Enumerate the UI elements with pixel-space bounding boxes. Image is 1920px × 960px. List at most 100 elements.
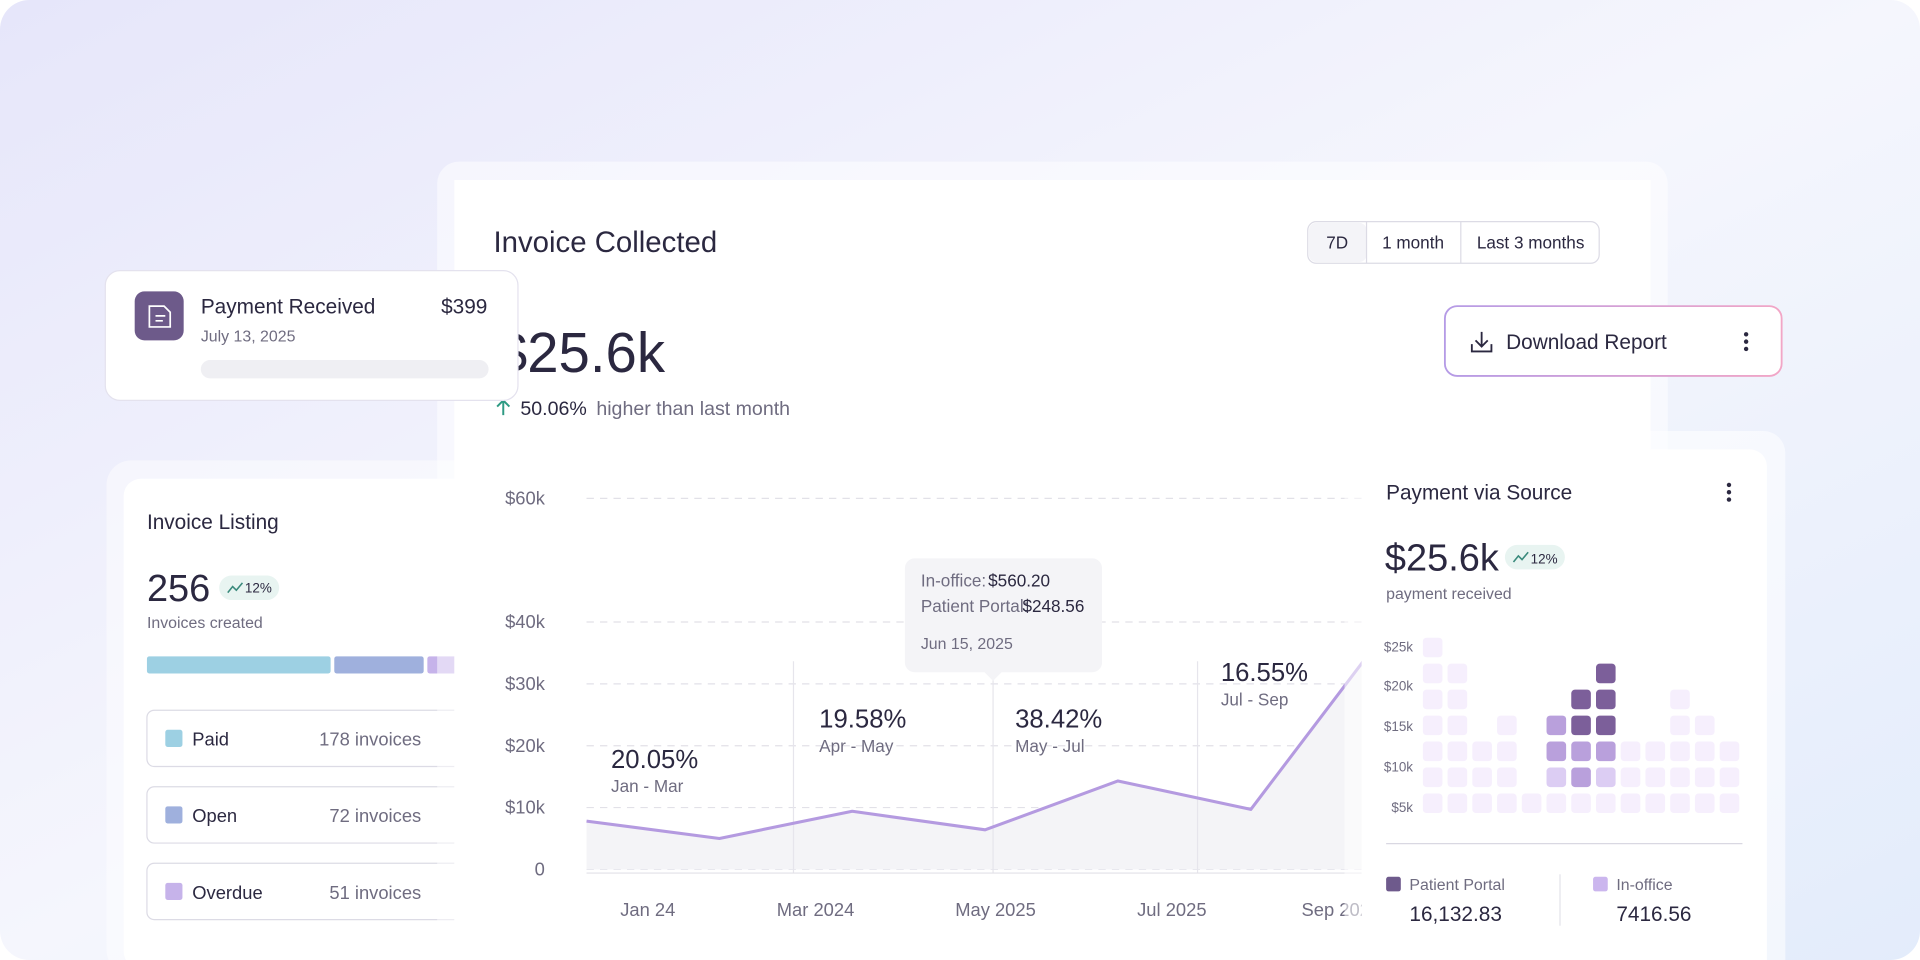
row-label: Overdue [192,882,262,903]
heatmap-cell [1546,793,1567,814]
tab[interactable]: Last 3 months [1477,233,1585,253]
y-tick-label: $40k [505,611,546,632]
period-percent: 20.05% [611,746,698,774]
row-count: 51 invoices [329,882,421,903]
change-value: 50.06% [520,398,586,420]
heatmap-cell [1694,741,1715,762]
y-tick-label: $60k [505,487,546,508]
heatmap-cell [1422,663,1443,684]
heatmap-cell [1596,689,1616,710]
badge-text: 12% [1531,551,1558,566]
heatmap-cell [1719,741,1740,762]
heatmap-cell [1596,793,1616,814]
heatmap-y-label: $10k [1384,759,1413,774]
heatmap-cell [1472,793,1492,814]
heatmap-cell [1521,793,1542,814]
heatmap-cell [1694,715,1715,736]
row-count: 178 invoices [319,729,421,750]
heatmap-cell [1645,767,1666,788]
heatmap-cell [1571,741,1591,762]
payment-amount: $399 [441,295,487,318]
line-chart: 0 $10k $20k $30k $40k $60k 20.05%Jan - Mar 19.5… [505,487,1651,920]
source-card [1361,449,1767,960]
download-icon [1470,331,1493,353]
legend-name: Patient Portal [1409,877,1505,894]
period-range: Jan - Mar [611,776,684,796]
heatmap-y-label: $5k [1391,800,1413,815]
heatmap-cell [1422,793,1443,814]
heatmap-cell [1497,793,1517,814]
progress-segment [146,656,331,674]
heatmap-cell [1497,715,1517,736]
heatmap-cell [1645,793,1666,814]
row-swatch [165,729,183,747]
doc-icon [148,305,172,328]
period-percent: 38.42% [1015,705,1102,733]
heatmap-cell [1422,741,1443,762]
legend-name: In-office [1616,877,1672,894]
heatmap-cell [1447,689,1468,710]
legend-swatch [1593,876,1608,892]
heatmap-cell [1694,767,1715,788]
heatmap-cell [1670,689,1690,710]
listing-subtitle: Invoices created [147,615,263,632]
y-tick-label: 0 [535,859,545,880]
payment-title: Payment Received [201,295,376,318]
tab-active[interactable] [1308,222,1367,263]
heatmap-cell [1571,767,1591,788]
heatmap-cell [1719,793,1740,814]
heatmap-cell [1497,741,1517,762]
heatmap-cell [1694,793,1715,814]
download-button[interactable] [1443,305,1783,377]
heatmap-cell [1719,767,1740,788]
heatmap-y-label: $25k [1384,639,1413,654]
y-tick-label: $30k [505,673,546,694]
menu-icon[interactable] [1743,332,1749,352]
badge [219,575,280,600]
row-swatch [165,882,183,900]
row-label: Open [192,805,237,826]
heatmap-cell [1546,715,1567,736]
heatmap-cell [1422,637,1443,658]
badge-text: 12% [245,581,272,596]
download-label[interactable]: Download Report [1506,331,1667,354]
listing-rows: Paid 178 invoices Open 72 invoices Overdue 51… [146,709,515,921]
heatmap-cell [1422,715,1443,736]
main-amount: $25.6k [496,321,666,384]
legend-value: 16,132.83 [1409,903,1502,926]
row-count: 72 invoices [329,805,421,826]
period-range: Apr - May [819,736,894,756]
x-tick-label: Jul 2025 [1137,899,1206,920]
source-title: Payment via Source [1386,482,1572,505]
listing-count: 256 [147,568,210,610]
legend-swatch [1386,876,1401,892]
heatmap-cell [1546,741,1567,762]
payment-date: July 13, 2025 [201,329,296,346]
source-subtitle: payment received [1386,586,1512,603]
listing-title: Invoice Listing [147,511,279,534]
tab[interactable]: 1 month [1382,233,1444,253]
heatmap-cell [1447,741,1468,762]
heatmap-cell [1571,715,1591,736]
heatmap-cell [1472,767,1492,788]
placeholder-bar [200,360,489,379]
heatmap-cell [1422,767,1443,788]
heatmap-y-label: $20k [1384,679,1413,694]
tab[interactable]: 7D [1326,233,1348,253]
heatmap-cell [1620,793,1641,814]
tooltip-value: $560.20 [988,571,1050,591]
tooltip-date: Jun 15, 2025 [921,636,1013,653]
menu-icon[interactable] [1726,482,1732,502]
period-percent: 19.58% [819,705,906,733]
heatmap-cell [1596,715,1616,736]
heatmap-cell [1447,715,1468,736]
trend-icon [1512,551,1529,563]
tooltip-value: $248.56 [1022,596,1084,616]
heatmap-cell [1447,793,1468,814]
heatmap-cell [1447,767,1468,788]
y-tick-label: $10k [505,797,546,818]
heatmap-cell [1571,689,1591,710]
line [586,633,1385,840]
heatmap-cell [1447,663,1468,684]
